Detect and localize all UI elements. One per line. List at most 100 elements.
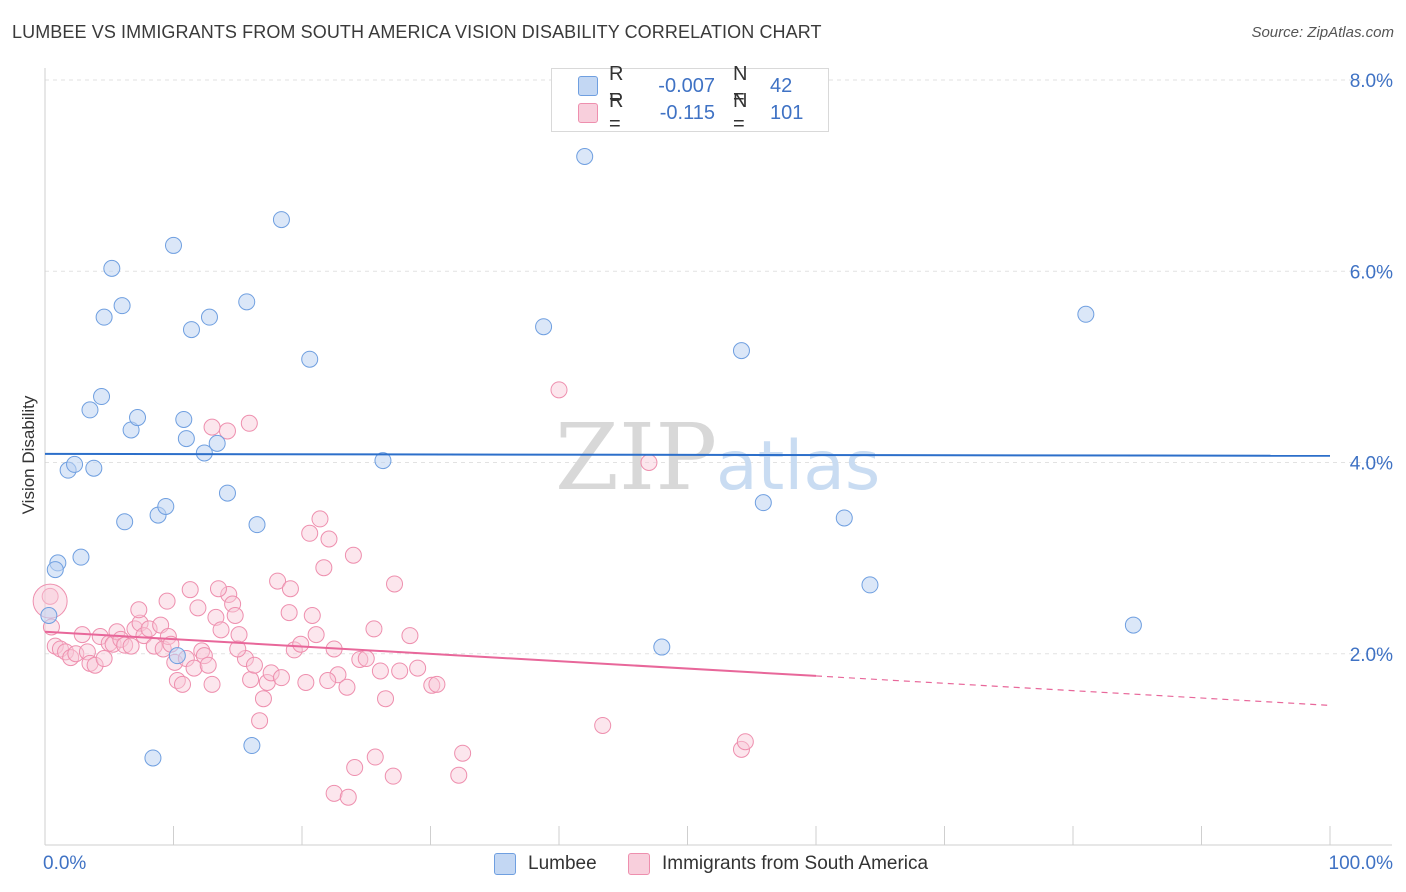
x-tick-label: 100.0% xyxy=(1329,853,1394,874)
immigrants-point xyxy=(401,627,419,645)
n-label: N = xyxy=(733,63,748,108)
lumbee-point xyxy=(272,211,290,229)
immigrants-point xyxy=(325,784,343,802)
immigrants-point xyxy=(91,628,109,646)
immigrants-point xyxy=(338,678,356,696)
lumbee-point xyxy=(66,455,84,473)
lumbee-point xyxy=(113,297,131,315)
immigrants-point xyxy=(329,666,347,684)
immigrants-point xyxy=(272,669,290,687)
legend-label: Lumbee xyxy=(528,853,597,874)
immigrants-point xyxy=(229,640,247,658)
immigrants-point xyxy=(130,601,148,619)
immigrants-point xyxy=(254,690,272,708)
lumbee-point xyxy=(732,342,750,360)
immigrants-point xyxy=(301,524,319,542)
immigrants-point xyxy=(311,510,329,528)
immigrants-point xyxy=(203,418,221,436)
immigrants-point xyxy=(303,607,321,624)
lumbee-point xyxy=(535,318,553,336)
immigrants-point xyxy=(365,620,383,638)
immigrants-point xyxy=(320,530,338,548)
immigrants-point xyxy=(185,659,203,677)
immigrants-point xyxy=(357,650,375,668)
immigrants-point xyxy=(377,690,395,708)
immigrants-point xyxy=(736,733,754,751)
lumbee-point xyxy=(374,452,392,470)
immigrants-point xyxy=(226,607,244,624)
immigrants-point xyxy=(281,580,299,598)
immigrants-point xyxy=(351,650,369,668)
lumbee-point xyxy=(144,749,162,767)
y-tick-label: 4.0% xyxy=(1350,454,1393,475)
lumbee-point xyxy=(200,308,218,326)
lumbee-point xyxy=(95,308,113,326)
immigrants-point xyxy=(307,626,325,644)
lumbee-point xyxy=(1077,305,1095,323)
immigrants-point xyxy=(292,635,310,653)
immigrants-swatch xyxy=(578,103,598,123)
y-tick-label: 6.0% xyxy=(1350,262,1393,283)
series-legend: Lumbee Immigrants from South America xyxy=(0,851,1406,877)
lumbee-point xyxy=(72,548,90,566)
lumbee-point xyxy=(93,388,111,406)
lumbee-point xyxy=(40,607,58,624)
immigrants-point xyxy=(199,656,217,674)
immigrants-point xyxy=(245,656,263,674)
immigrants-point xyxy=(209,580,227,598)
immigrants-point xyxy=(594,716,612,734)
immigrants-point xyxy=(346,759,364,777)
lumbee-point xyxy=(81,401,99,419)
source-label: Source: ZipAtlas.com xyxy=(1251,24,1394,41)
lumbee-point xyxy=(195,444,213,462)
lumbee-point xyxy=(861,576,879,594)
immigrants-legend-swatch xyxy=(628,853,650,875)
immigrants-point xyxy=(454,744,472,762)
immigrants-point xyxy=(297,673,315,691)
trend-lines xyxy=(44,452,1331,706)
immigrants-point xyxy=(203,675,221,693)
lumbee-point xyxy=(182,321,200,339)
immigrants-point xyxy=(46,637,64,655)
n-value: 101 xyxy=(770,101,804,124)
immigrants-point xyxy=(269,572,287,590)
immigrants-point xyxy=(95,650,113,668)
y-tick-label: 2.0% xyxy=(1350,645,1393,666)
lumbee-trend-line xyxy=(44,452,1331,457)
legend-label: Immigrants from South America xyxy=(662,853,929,874)
lumbee-point xyxy=(218,484,236,502)
immigrants-point xyxy=(550,381,568,399)
r-label: R = xyxy=(609,90,624,135)
immigrants-point xyxy=(319,672,337,690)
lumbee-point xyxy=(103,259,121,277)
lumbee-point xyxy=(129,409,147,427)
stats-legend: R = -0.007 N = 42 R = -0.115 N = 101 xyxy=(551,63,829,135)
immigrants-point xyxy=(195,647,213,665)
lumbee-point xyxy=(238,293,256,311)
immigrants-point xyxy=(240,414,258,432)
lumbee-point xyxy=(165,236,182,254)
immigrants-point xyxy=(640,454,658,471)
immigrants-point xyxy=(230,626,248,644)
lumbee-point xyxy=(85,459,103,477)
immigrants-point xyxy=(280,604,298,622)
lumbee-point xyxy=(168,647,186,665)
lumbee-point xyxy=(46,561,64,579)
lumbee-point xyxy=(116,513,134,531)
immigrants-point xyxy=(371,662,389,680)
lumbee-point xyxy=(301,350,319,368)
lumbee-point xyxy=(754,494,772,512)
immigrants-point xyxy=(423,676,441,694)
immigrants-point xyxy=(428,675,446,693)
y-axis-title: Vision Disability xyxy=(19,395,38,514)
immigrants-point xyxy=(391,662,409,680)
tick-labels: 2.0% 4.0% 6.0% 8.0% 0.0% 100.0% xyxy=(43,71,1393,874)
immigrants-point xyxy=(207,608,225,626)
immigrants-point xyxy=(251,712,269,730)
immigrants-point xyxy=(173,675,191,693)
immigrants-point xyxy=(386,575,404,593)
watermark: ZIP atlas xyxy=(555,404,880,511)
immigrants-point xyxy=(344,546,362,564)
immigrants-trend-line xyxy=(44,630,817,677)
